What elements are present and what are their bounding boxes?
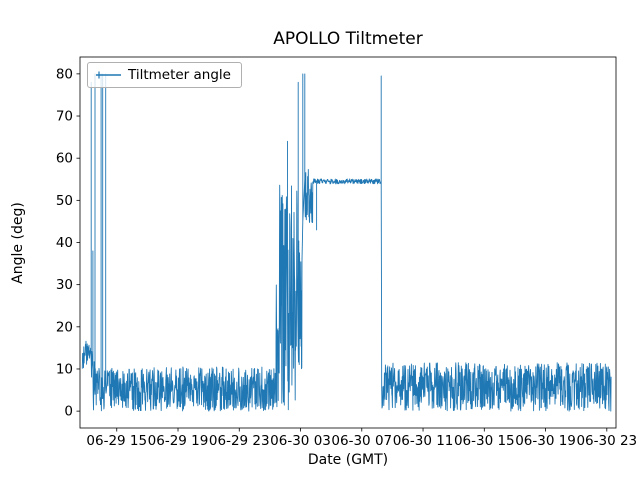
x-tick-label: 06-30 07	[331, 433, 392, 449]
y-tick-label: 60	[56, 151, 73, 167]
x-tick-label: 06-30 23	[576, 433, 637, 449]
x-tick-label: 06-29 23	[209, 433, 270, 449]
legend-line-sample	[96, 69, 121, 81]
x-tick-label: 06-30 15	[454, 433, 515, 449]
y-tick-label: 70	[56, 109, 73, 125]
y-tick-label: 40	[56, 235, 73, 251]
y-tick-label: 30	[56, 277, 73, 293]
x-tick-label: 06-30 11	[393, 433, 454, 449]
x-axis-label: Date (GMT)	[307, 452, 389, 468]
legend-line-sample-svg	[96, 71, 121, 79]
x-tick-label: 06-29 15	[86, 433, 147, 449]
legend: Tiltmeter angle	[87, 62, 242, 88]
chart-title: APOLLO Tiltmeter	[273, 29, 423, 49]
y-tick-label: 10	[56, 361, 73, 377]
y-tick-label: 50	[56, 193, 73, 209]
x-tick-label: 06-30 19	[515, 433, 576, 449]
x-tick-label: 06-29 19	[148, 433, 209, 449]
y-tick-label: 0	[64, 404, 73, 420]
y-tick-label: 80	[56, 66, 73, 82]
y-tick-label: 20	[56, 319, 73, 335]
legend-label: Tiltmeter angle	[128, 67, 231, 83]
tiltmeter-angle-line	[81, 73, 612, 412]
x-tick-label: 06-30 03	[270, 433, 331, 449]
